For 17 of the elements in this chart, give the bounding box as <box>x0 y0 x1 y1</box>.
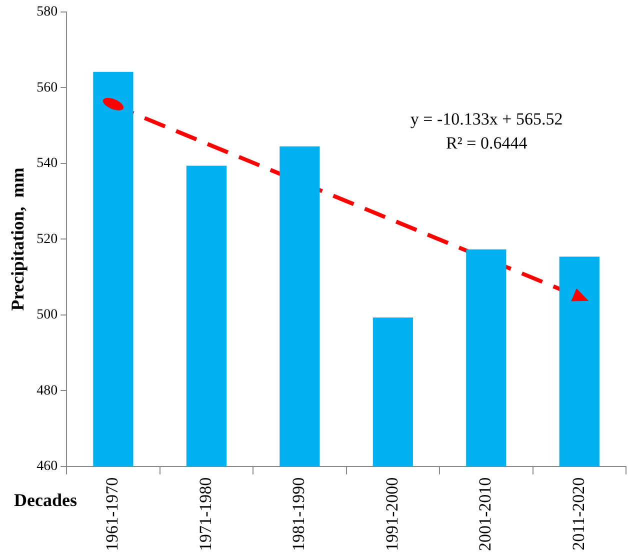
annotation: R² = 0.6444 <box>446 133 528 152</box>
y-tick-label: 520 <box>36 232 58 247</box>
x-tick-label: 2011-2020 <box>568 477 588 550</box>
y-tick-label: 500 <box>36 308 58 323</box>
x-tick-label: 1971-1980 <box>196 477 215 552</box>
y-tick-label: 480 <box>36 383 58 398</box>
x-tick-label: 1961-1970 <box>102 477 122 552</box>
y-axis-title: Precipitation, mm <box>7 168 28 311</box>
y-tick-label: 460 <box>36 459 58 474</box>
y-tick-label: 580 <box>36 4 58 20</box>
x-tick-label: 2001-2010 <box>476 477 495 552</box>
y-tick-label: 560 <box>36 80 58 96</box>
annotation: y = -10.133x + 565.52 <box>410 109 563 128</box>
y-tick-label: 540 <box>36 156 58 172</box>
x-axis-title: Decades <box>14 490 77 510</box>
x-tick-label: 1981-1990 <box>289 477 308 552</box>
x-tick-label: 1991-2000 <box>382 477 402 552</box>
